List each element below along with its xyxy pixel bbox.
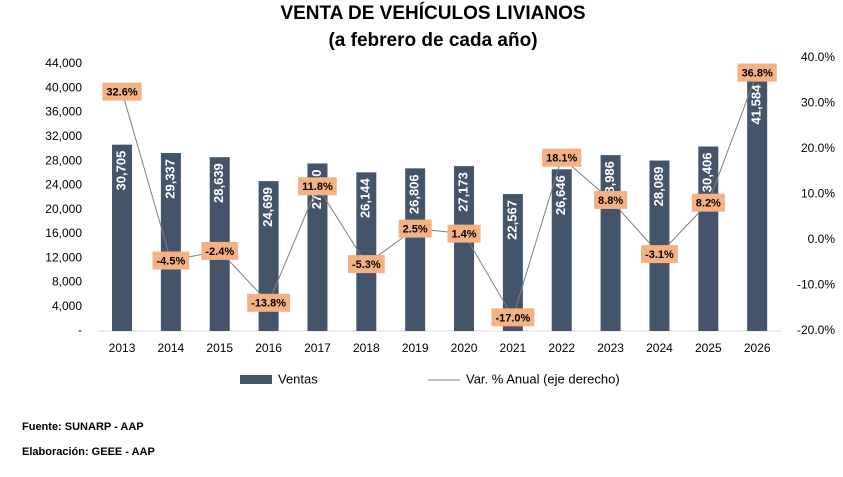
line-value-label: 8.8% bbox=[598, 195, 623, 207]
bar-value-label: 30,406 bbox=[700, 152, 715, 192]
x-tick-label: 2026 bbox=[744, 341, 771, 355]
y-tick-label: 24,000 bbox=[45, 178, 82, 192]
line-value-label: -3.1% bbox=[645, 249, 674, 261]
bar-value-label: 30,705 bbox=[113, 151, 128, 191]
chart-subtitle: (a febrero de cada año) bbox=[328, 30, 537, 51]
line-label-box bbox=[298, 177, 337, 196]
bar-value-label: 27,173 bbox=[455, 172, 470, 212]
line-value-label: 36.8% bbox=[742, 67, 773, 79]
y2-tick-label: 20.0% bbox=[801, 141, 835, 155]
line-value-label: 32.6% bbox=[106, 87, 137, 99]
source-note: Fuente: SUNARP - AAP bbox=[22, 421, 144, 433]
legend-label: Ventas bbox=[278, 371, 318, 386]
y-tick-label: 40,000 bbox=[45, 80, 82, 94]
y-tick-label: 44,000 bbox=[45, 56, 82, 70]
y-tick-label: 36,000 bbox=[45, 105, 82, 119]
bar bbox=[258, 181, 279, 331]
bar bbox=[454, 166, 475, 331]
line-label-box bbox=[347, 255, 385, 274]
x-tick-label: 2025 bbox=[695, 341, 722, 355]
bar-value-label: 26,144 bbox=[358, 178, 373, 219]
y-tick-label: 12,000 bbox=[45, 250, 82, 264]
bar bbox=[698, 146, 719, 331]
bar-value-label: 26,646 bbox=[553, 175, 568, 215]
bar-value-label: 26,806 bbox=[407, 174, 422, 214]
x-tick-label: 2021 bbox=[500, 341, 527, 355]
line-value-label: 18.1% bbox=[546, 153, 577, 165]
bar bbox=[747, 78, 768, 331]
credit-note: Elaboración: GEEE - AAP bbox=[22, 446, 155, 458]
line-label-box bbox=[102, 82, 142, 101]
line-label-box bbox=[737, 63, 777, 82]
x-tick-label: 2018 bbox=[353, 341, 380, 355]
line-value-label: -13.8% bbox=[251, 298, 286, 310]
line-value-label: -5.3% bbox=[352, 259, 381, 271]
line-label-box bbox=[152, 251, 190, 270]
y-tick-label: 28,000 bbox=[45, 153, 82, 167]
line-label-box bbox=[398, 219, 432, 238]
x-tick-label: 2019 bbox=[402, 341, 429, 355]
x-tick-label: 2020 bbox=[451, 341, 478, 355]
x-tick-label: 2022 bbox=[548, 341, 575, 355]
bar bbox=[405, 168, 426, 331]
x-tick-label: 2015 bbox=[206, 341, 233, 355]
bar-value-label: 28,639 bbox=[211, 163, 226, 203]
bar-value-label: 41,584 bbox=[749, 84, 764, 125]
bar-value-label: 28,089 bbox=[651, 167, 666, 207]
x-tick-label: 2017 bbox=[304, 341, 331, 355]
bar bbox=[356, 172, 377, 331]
line-label-box bbox=[691, 193, 725, 212]
bar-value-label: 28,986 bbox=[602, 161, 617, 201]
bar bbox=[160, 152, 181, 331]
x-tick-label: 2024 bbox=[646, 341, 673, 355]
legend-swatch bbox=[240, 375, 272, 384]
bar bbox=[112, 144, 133, 331]
bar bbox=[551, 169, 572, 331]
line-value-label: 2.5% bbox=[403, 224, 428, 236]
y2-tick-label: 40.0% bbox=[801, 50, 835, 64]
line-label-box bbox=[594, 190, 628, 209]
line-label-box bbox=[641, 245, 678, 264]
y-tick-label: 32,000 bbox=[45, 129, 82, 143]
line-label-box bbox=[201, 241, 239, 260]
line-value-label: -4.5% bbox=[157, 255, 186, 267]
bar bbox=[502, 194, 523, 331]
y-tick-label: 16,000 bbox=[45, 226, 82, 240]
bar-value-label: 22,567 bbox=[504, 200, 519, 240]
y-tick-label: 20,000 bbox=[45, 202, 82, 216]
line-value-label: 11.8% bbox=[302, 181, 333, 193]
y2-tick-label: 30.0% bbox=[801, 96, 835, 110]
line-label-box bbox=[542, 148, 582, 167]
line-value-label: -2.4% bbox=[205, 246, 234, 258]
bar-value-label: 29,337 bbox=[162, 159, 177, 199]
legend-label: Var. % Anual (eje derecho) bbox=[466, 371, 620, 386]
line-value-label: 1.4% bbox=[451, 229, 476, 241]
line-value-label: 8.2% bbox=[696, 198, 721, 210]
line-label-box bbox=[247, 293, 291, 312]
line-label-box bbox=[447, 224, 481, 243]
x-tick-label: 2014 bbox=[158, 341, 185, 355]
x-tick-label: 2016 bbox=[255, 341, 282, 355]
line-value-label: -17.0% bbox=[495, 312, 530, 324]
x-tick-label: 2013 bbox=[109, 341, 136, 355]
line-label-box bbox=[491, 308, 535, 327]
y-tick-label: - bbox=[78, 323, 82, 337]
y-tick-label: 4,000 bbox=[52, 299, 82, 313]
y-tick-label: 8,000 bbox=[52, 275, 82, 289]
x-tick-label: 2023 bbox=[597, 341, 624, 355]
chart-title: VENTA DE VEHÍCULOS LIVIANOS bbox=[280, 2, 585, 24]
y2-tick-label: -20.0% bbox=[797, 323, 835, 337]
y2-tick-label: -10.0% bbox=[797, 278, 835, 292]
bar bbox=[307, 163, 328, 331]
bar-value-label: 24,699 bbox=[260, 187, 275, 227]
y2-tick-label: 0.0% bbox=[808, 232, 836, 246]
y2-tick-label: 10.0% bbox=[801, 187, 835, 201]
